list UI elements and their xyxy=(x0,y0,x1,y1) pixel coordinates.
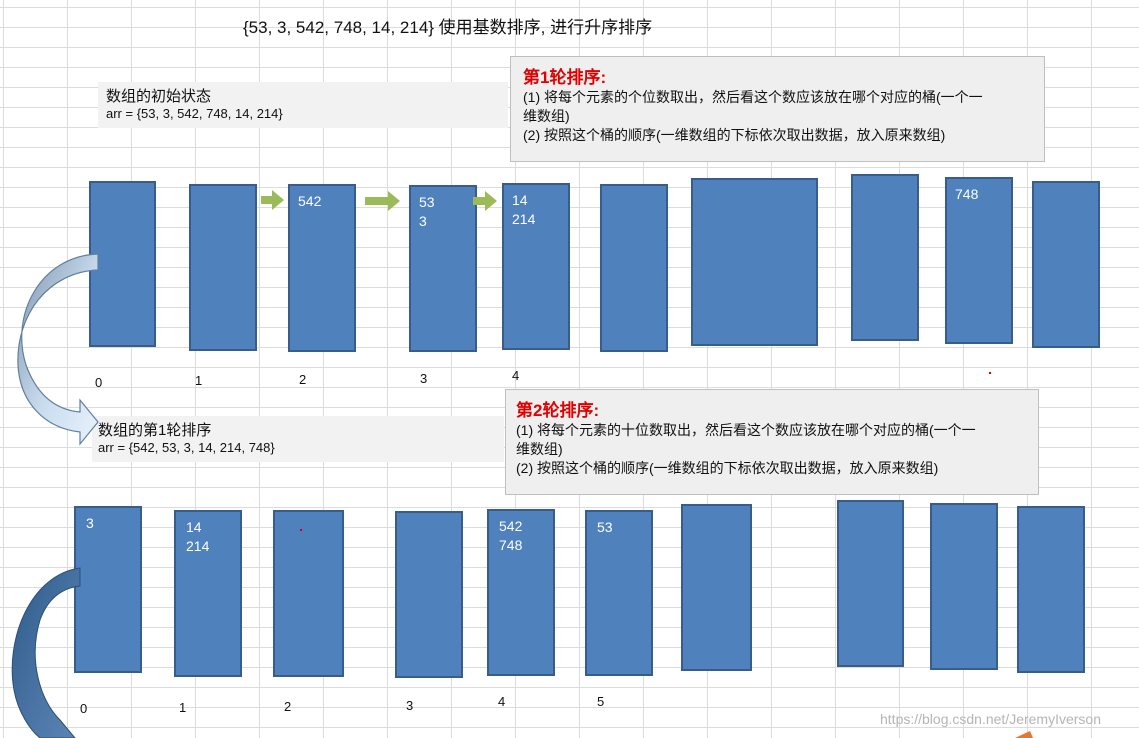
bucket-r2-8 xyxy=(930,503,998,670)
bucket-r2-3 xyxy=(395,511,463,678)
initial-state-label: 数组的初始状态 arr = {53, 3, 542, 748, 14, 214} xyxy=(98,82,508,128)
bucket-r1-9 xyxy=(1032,181,1100,348)
bucket-value: 214 xyxy=(186,538,210,554)
round1-description: 第1轮排序: (1) 将每个元素的个位数取出，然后看这个数应该放在哪个对应的桶(… xyxy=(510,56,1045,162)
bucket-index: 2 xyxy=(299,372,307,387)
bucket-r2-0: 3 xyxy=(74,506,142,673)
bucket-r1-0 xyxy=(89,181,156,347)
bucket-r1-7 xyxy=(851,174,919,341)
initial-state-name: 数组的初始状态 xyxy=(106,88,212,105)
bucket-r2-6 xyxy=(681,504,752,671)
green-arrow-icon xyxy=(365,191,400,211)
bucket-value: 53 xyxy=(597,519,613,535)
bucket-value: 542 xyxy=(298,193,322,209)
after-round1-name: 数组的第1轮排序 xyxy=(98,422,212,439)
bucket-index: 3 xyxy=(420,371,428,386)
round2-step1: (1) 将每个元素的十位数取出，然后看这个数应该放在哪个对应的桶(一个一 xyxy=(516,422,976,438)
curved-arrow-icon xyxy=(17,253,99,446)
bucket-index: 3 xyxy=(406,698,414,713)
bucket-index: 4 xyxy=(512,368,520,383)
bucket-index: 1 xyxy=(195,373,203,388)
bucket-value: 53 xyxy=(419,194,435,210)
red-dot xyxy=(989,372,991,374)
round2-description: 第2轮排序: (1) 将每个元素的十位数取出，然后看这个数应该放在哪个对应的桶(… xyxy=(505,389,1039,495)
green-arrow-icon xyxy=(261,190,284,210)
bucket-r1-6 xyxy=(691,178,818,346)
bucket-r1-8: 748 xyxy=(945,177,1013,344)
orange-arrow-icon xyxy=(1015,731,1033,738)
bucket-r1-4: 14 214 xyxy=(502,183,570,350)
bucket-index: 5 xyxy=(597,694,605,709)
initial-state-arr: arr = {53, 3, 542, 748, 14, 214} xyxy=(106,106,283,121)
round1-step1: (1) 将每个元素的个位数取出，然后看这个数应该放在哪个对应的桶(一个一 xyxy=(523,89,983,105)
bucket-index: 1 xyxy=(179,700,187,715)
bucket-index: 0 xyxy=(80,701,88,716)
green-arrow-icon xyxy=(473,191,497,211)
bucket-r2-4: 542 748 xyxy=(487,509,555,676)
after-round1-label: 数组的第1轮排序 arr = {542, 53, 3, 14, 214, 748… xyxy=(92,416,504,462)
page-title: {53, 3, 542, 748, 14, 214} 使用基数排序, 进行升序排… xyxy=(243,18,653,37)
round2-step2: (2) 按照这个桶的顺序(一维数组的下标依次取出数据，放入原来数组) xyxy=(516,460,939,476)
watermark: https://blog.csdn.net/JeremyIverson xyxy=(880,711,1101,727)
bucket-r2-1: 14 214 xyxy=(174,510,242,677)
bucket-value: 748 xyxy=(499,537,523,553)
bucket-index: 4 xyxy=(498,694,506,709)
round1-heading: 第1轮排序: xyxy=(523,68,607,87)
bucket-value: 14 xyxy=(186,519,202,535)
bucket-index: 2 xyxy=(284,699,292,714)
round1-step2: (2) 按照这个桶的顺序(一维数组的下标依次取出数据，放入原来数组) xyxy=(523,127,946,143)
bucket-r1-5 xyxy=(600,184,668,352)
bucket-r1-2: 542 xyxy=(288,184,356,352)
bucket-value: 14 xyxy=(512,192,528,208)
round2-step1-cont: 维数组) xyxy=(516,441,563,457)
round2-heading: 第2轮排序: xyxy=(516,401,600,420)
curved-arrow-icon xyxy=(11,567,81,738)
bucket-r2-5: 53 xyxy=(585,510,653,676)
bucket-r2-7 xyxy=(837,500,904,667)
red-dot xyxy=(300,529,302,531)
bucket-r1-1 xyxy=(189,184,257,351)
bucket-value: 542 xyxy=(499,518,523,534)
bucket-value: 3 xyxy=(86,515,94,531)
bucket-r1-3: 53 3 xyxy=(409,185,477,352)
bucket-index: 0 xyxy=(95,375,103,390)
bucket-value: 3 xyxy=(419,213,427,229)
bucket-r2-9 xyxy=(1017,506,1085,673)
bucket-value: 214 xyxy=(512,211,536,227)
after-round1-arr: arr = {542, 53, 3, 14, 214, 748} xyxy=(98,440,275,455)
bucket-value: 748 xyxy=(955,186,979,202)
round1-step1-cont: 维数组) xyxy=(523,108,570,124)
bucket-r2-2 xyxy=(273,510,344,677)
